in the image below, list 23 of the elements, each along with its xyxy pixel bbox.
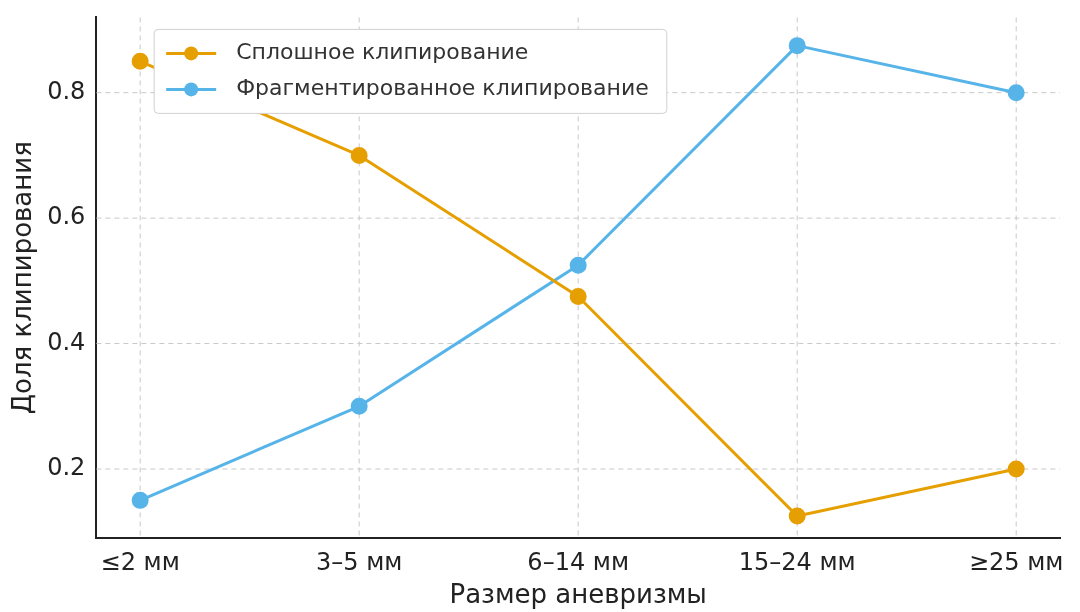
legend-label: Сплошное клипирование (236, 39, 529, 65)
point (131, 491, 149, 509)
point (350, 397, 368, 415)
x-axis-title: Размер аневризмы (449, 579, 707, 610)
point (788, 507, 806, 525)
point (569, 288, 587, 306)
x-tick-label: 6–14 мм (527, 547, 630, 576)
x-tick-label: ≤2 мм (100, 547, 180, 576)
x-tick-label: 3–5 мм (315, 547, 403, 576)
y-tick-label: 0.4 (47, 327, 86, 356)
y-tick-label: 0.2 (47, 453, 86, 482)
x-tick-label: ≥25 мм (968, 547, 1064, 576)
point (1007, 460, 1025, 478)
y-tick-label: 0.6 (47, 202, 86, 231)
y-tick-label: 0.8 (47, 76, 86, 105)
x-tick-label: 15–24 мм (738, 547, 856, 576)
point (788, 37, 806, 55)
point (131, 52, 149, 70)
y-axis-title: Доля клипирования (7, 141, 38, 415)
point (569, 256, 587, 274)
point (350, 146, 368, 164)
legend-label: Фрагментированное клипирование (236, 75, 649, 101)
point (1007, 84, 1025, 102)
